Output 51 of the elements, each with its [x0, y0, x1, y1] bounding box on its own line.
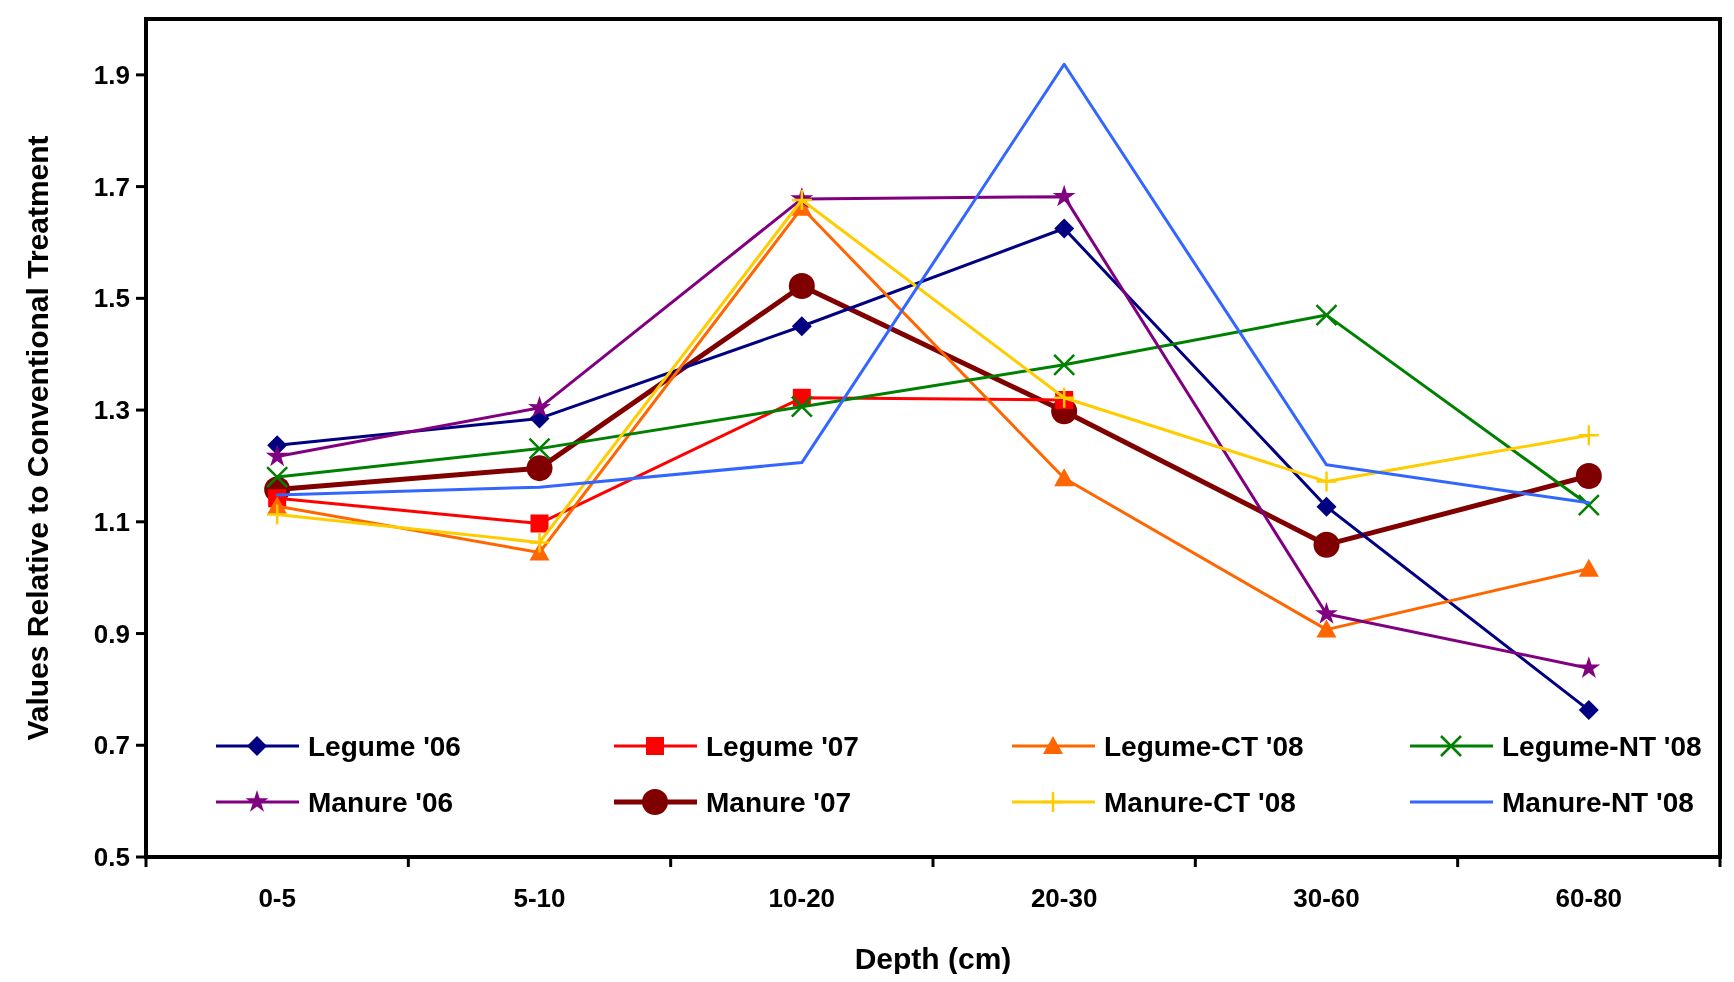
x-tick-label: 20-30: [1030, 883, 1098, 913]
point: [528, 437, 551, 460]
point: [1054, 468, 1075, 487]
point: [265, 465, 289, 489]
y-tick-label: 1.5: [93, 283, 130, 314]
x-tick-label: 10-20: [768, 883, 836, 913]
x-tick-label: 5-10: [513, 883, 566, 913]
x-tick-label: 0-5: [258, 883, 296, 913]
point: [1316, 496, 1337, 517]
point: [1315, 303, 1338, 327]
x-tick-label: 60-80: [1555, 883, 1623, 913]
point: [1052, 353, 1076, 377]
legend-label: Legume-CT '08: [1104, 730, 1304, 762]
point: [1315, 601, 1338, 624]
point: [528, 395, 551, 418]
legend-label: Manure '07: [706, 786, 852, 818]
y-axis-title: Values Relative to Conventional Treatment: [21, 135, 54, 741]
x-tick-label: 30-60: [1293, 883, 1360, 913]
y-tick-label: 0.5: [93, 842, 130, 873]
y-tick-label: 1.3: [93, 395, 130, 426]
y-tick-label: 0.7: [93, 730, 130, 761]
point: [790, 395, 814, 418]
legend-label: Manure-NT '08: [1502, 786, 1694, 818]
y-tick-label: 1.9: [93, 59, 130, 90]
point: [791, 316, 812, 337]
point: [788, 273, 815, 300]
point: [526, 455, 553, 482]
point: [530, 514, 549, 533]
point: [1578, 558, 1599, 577]
legend-label: Legume '07: [706, 730, 859, 762]
point: [1575, 462, 1602, 489]
legend-label: Manure '06: [308, 786, 454, 818]
point: [1054, 218, 1075, 239]
point: [528, 531, 551, 554]
point: [1052, 386, 1076, 410]
y-tick-label: 1.7: [93, 171, 130, 202]
legend-label: Manure-CT '08: [1104, 786, 1296, 818]
y-tick-label: 0.9: [93, 618, 130, 649]
point: [1578, 700, 1599, 721]
legend-label: Legume-NT '08: [1502, 730, 1702, 762]
point: [265, 444, 289, 467]
point: [1577, 656, 1601, 678]
point: [1316, 619, 1337, 638]
point: [1052, 184, 1076, 207]
point: [1577, 493, 1601, 517]
point: [1577, 423, 1601, 447]
y-tick-label: 1.1: [93, 506, 130, 537]
point: [1313, 531, 1340, 558]
point: [1315, 470, 1338, 493]
legend-label: Legume '06: [308, 730, 461, 762]
point: [265, 503, 289, 526]
